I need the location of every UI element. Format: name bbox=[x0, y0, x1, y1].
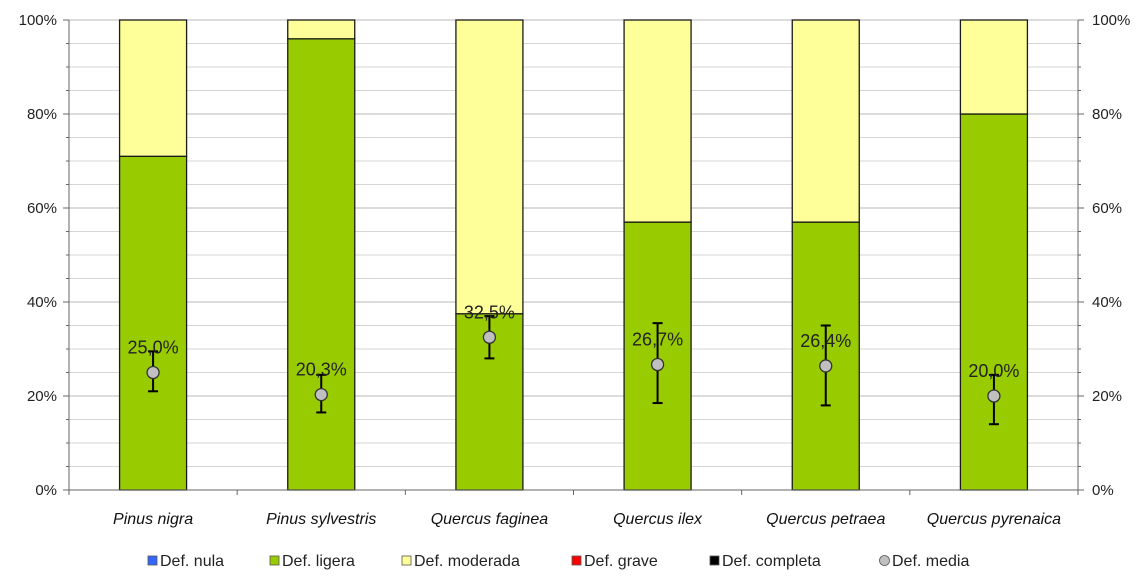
x-axis-category-labels: Pinus nigra Pinus sylvestris Quercus fagin… bbox=[113, 511, 1061, 528]
bar-segment bbox=[287, 19, 356, 40]
legend-label: Def. completa bbox=[722, 553, 821, 570]
legend-label: Def. grave bbox=[584, 553, 658, 570]
y-tick-label-left: 20% bbox=[27, 388, 57, 405]
y-axis-left-ticks: 0% 20% 40% 60% 80% 100% bbox=[19, 12, 57, 499]
mean-data-label: 20,3% bbox=[296, 360, 347, 380]
mean-data-label: 26,7% bbox=[632, 330, 683, 350]
y-tick-label-left: 40% bbox=[27, 294, 57, 311]
y-tick-label-left: 100% bbox=[19, 12, 57, 29]
bar-segment bbox=[118, 155, 188, 491]
mean-data-label: 20,0% bbox=[968, 361, 1019, 381]
legend-label: Def. nula bbox=[160, 553, 224, 570]
y-tick-label-right: 0% bbox=[1092, 482, 1114, 499]
y-tick-label-left: 60% bbox=[27, 200, 57, 217]
legend-swatch bbox=[709, 555, 720, 566]
legend-label: Def. moderada bbox=[414, 553, 520, 570]
legend-swatch bbox=[401, 555, 412, 566]
y-tick-label-right: 80% bbox=[1092, 106, 1122, 123]
legend-swatch bbox=[147, 555, 158, 566]
mean-point bbox=[146, 365, 160, 380]
bar-segment bbox=[118, 19, 188, 157]
mean-data-label: 26,4% bbox=[800, 331, 851, 351]
legend-swatch bbox=[571, 555, 582, 566]
category-label: Quercus ilex bbox=[613, 511, 703, 528]
bar-segment bbox=[623, 19, 692, 223]
mean-data-label: 25,0% bbox=[128, 338, 179, 358]
mean-markers: 25,0% 20,3% 32,5% 26,7% 26,4% 20,0% bbox=[128, 302, 1019, 426]
category-label: Quercus petraea bbox=[766, 511, 885, 528]
bar-segment bbox=[959, 113, 1029, 491]
legend-swatch bbox=[879, 555, 890, 566]
bar-segment bbox=[287, 38, 356, 491]
y-tick-label-right: 100% bbox=[1092, 12, 1130, 29]
legend: Def. nula Def. ligera Def. moderada Def. gr… bbox=[147, 553, 969, 570]
legend-swatch bbox=[269, 555, 280, 566]
mean-point bbox=[482, 330, 497, 344]
axes bbox=[63, 19, 1084, 495]
legend-label: Def. media bbox=[892, 553, 969, 570]
y-tick-label-right: 20% bbox=[1092, 388, 1122, 405]
mean-data-label: 32,5% bbox=[464, 302, 515, 322]
bar-segment bbox=[791, 19, 860, 223]
category-label: Pinus sylvestris bbox=[266, 511, 376, 528]
category-label: Quercus pyrenaica bbox=[927, 511, 1061, 528]
gridlines bbox=[69, 19, 1078, 467]
bar-segment bbox=[455, 19, 524, 315]
y-tick-label-left: 80% bbox=[27, 106, 57, 123]
mean-point bbox=[650, 357, 665, 372]
y-tick-label-left: 0% bbox=[35, 482, 57, 499]
category-label: Quercus faginea bbox=[431, 511, 549, 528]
mean-point bbox=[987, 389, 1001, 403]
bars bbox=[118, 19, 1029, 491]
y-tick-label-right: 60% bbox=[1092, 200, 1122, 217]
mean-point bbox=[314, 387, 328, 402]
bar-segment bbox=[959, 19, 1029, 115]
category-label: Pinus nigra bbox=[113, 511, 193, 528]
y-tick-label-right: 40% bbox=[1092, 294, 1122, 311]
legend-label: Def. ligera bbox=[282, 553, 355, 570]
y-axis-right-ticks: 0% 20% 40% 60% 80% 100% bbox=[1092, 12, 1130, 499]
mean-point bbox=[819, 359, 833, 373]
